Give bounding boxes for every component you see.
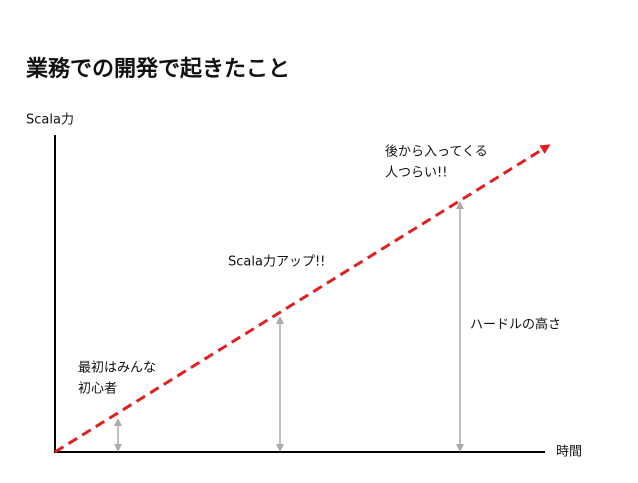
annotation: 初心者 [78, 382, 117, 397]
title: 業務での開発で起きたこと [26, 56, 290, 82]
x-axis-label: 時間 [556, 445, 582, 460]
annotation: 最初はみんな [78, 361, 156, 376]
annotation: Scala力アップ!! [228, 255, 325, 270]
growth-line [54, 144, 551, 454]
annotation: 人つらい!! [385, 166, 447, 181]
annotation: ハードルの高さ [470, 317, 561, 333]
y-axis-label: Scala力 [26, 113, 74, 128]
annotation: 後から入ってくる [385, 145, 488, 160]
